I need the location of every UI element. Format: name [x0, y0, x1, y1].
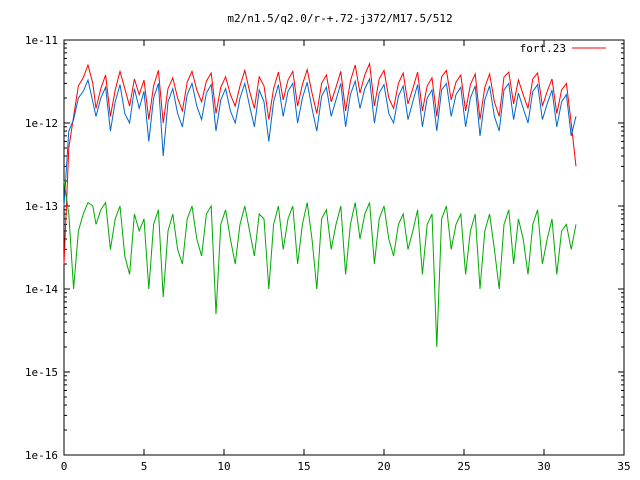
plot-frame — [63, 39, 625, 456]
y-tick-label: 1e-12 — [25, 117, 58, 130]
y-tick-label: 1e-13 — [25, 200, 58, 213]
y-tick-label: 1e-16 — [25, 449, 58, 462]
x-tick-label: 25 — [457, 460, 470, 473]
chart-title: m2/n1.5/q2.0/r-+.72-j372/M17.5/512 — [227, 12, 452, 25]
x-tick-label: 15 — [297, 460, 310, 473]
legend-label-fort-23: fort.23 — [520, 42, 566, 55]
series-line-3 — [63, 180, 577, 348]
x-tick-label: 20 — [377, 460, 390, 473]
y-axis: 1e-11 1e-12 1e-13 1e-14 1e-15 1e-16 — [25, 34, 624, 462]
x-axis: 0 5 10 15 20 25 30 35 — [61, 40, 631, 473]
x-tick-label: 5 — [141, 460, 148, 473]
x-tick-label: 0 — [61, 460, 68, 473]
series-line-2 — [63, 77, 577, 207]
x-tick-label: 10 — [217, 460, 230, 473]
series-line-1 — [63, 61, 577, 265]
legend: fort.23 — [520, 42, 606, 55]
y-tick-label: 1e-14 — [25, 283, 58, 296]
y-tick-label: 1e-11 — [25, 34, 58, 47]
series-layer — [63, 61, 577, 348]
y-tick-label: 1e-15 — [25, 366, 58, 379]
x-tick-label: 30 — [537, 460, 550, 473]
x-tick-label: 35 — [617, 460, 630, 473]
